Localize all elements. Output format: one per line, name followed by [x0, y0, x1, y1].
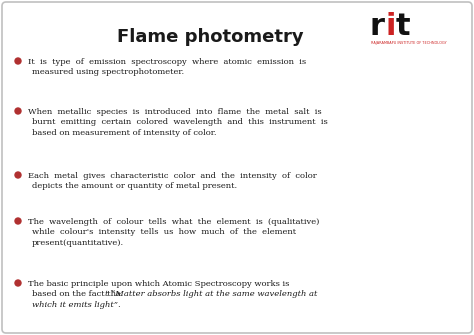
Text: t “Matter absorbs light at the same wavelength at: t “Matter absorbs light at the same wave… [105, 290, 318, 298]
Text: The  wavelength  of  colour  tells  what  the  element  is  (qualitative): The wavelength of colour tells what the … [28, 218, 319, 226]
Text: which it emits light”.: which it emits light”. [32, 301, 120, 309]
Text: i: i [386, 12, 396, 41]
Text: measured using spectrophotometer.: measured using spectrophotometer. [32, 68, 184, 76]
Text: based on measurement of intensity of color.: based on measurement of intensity of col… [32, 129, 217, 137]
Text: The basic principle upon which Atomic Spectroscopy works is: The basic principle upon which Atomic Sp… [28, 280, 289, 288]
Text: Flame photometry: Flame photometry [117, 28, 303, 46]
Text: RAJARAMBAPU INSTITUTE OF TECHNOLOGY: RAJARAMBAPU INSTITUTE OF TECHNOLOGY [371, 41, 447, 45]
Circle shape [15, 218, 21, 224]
Text: It  is  type  of  emission  spectroscopy  where  atomic  emission  is: It is type of emission spectroscopy wher… [28, 58, 306, 66]
Text: burnt  emitting  certain  colored  wavelength  and  this  instrument  is: burnt emitting certain colored wavelengt… [32, 119, 328, 127]
Text: based on the fact tha: based on the fact tha [32, 290, 121, 298]
Circle shape [15, 58, 21, 64]
Circle shape [15, 108, 21, 114]
Text: present(quantitative).: present(quantitative). [32, 239, 124, 247]
Text: When  metallic  species  is  introduced  into  flame  the  metal  salt  is: When metallic species is introduced into… [28, 108, 322, 116]
FancyBboxPatch shape [2, 2, 472, 333]
Circle shape [15, 280, 21, 286]
Text: Each  metal  gives  characteristic  color  and  the  intensity  of  color: Each metal gives characteristic color an… [28, 172, 317, 180]
Circle shape [15, 172, 21, 178]
Text: r: r [370, 12, 385, 41]
Text: while  colour's  intensity  tells  us  how  much  of  the  element: while colour's intensity tells us how mu… [32, 228, 296, 237]
Text: t: t [396, 12, 410, 41]
Text: depicts the amount or quantity of metal present.: depicts the amount or quantity of metal … [32, 183, 237, 191]
